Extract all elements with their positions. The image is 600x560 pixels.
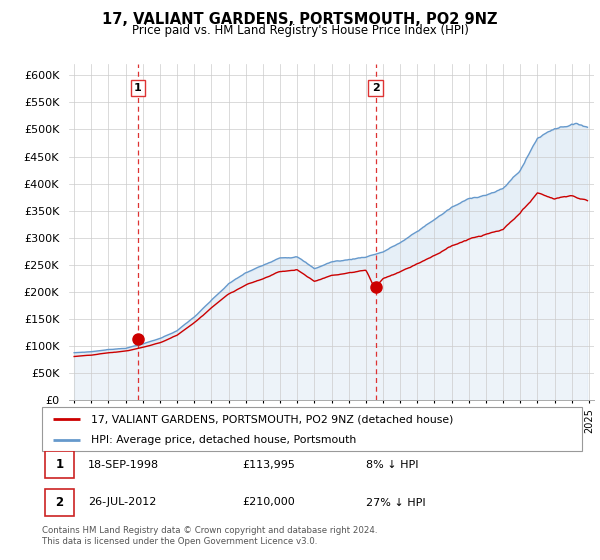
Text: 2: 2 — [372, 83, 379, 93]
Text: 8% ↓ HPI: 8% ↓ HPI — [366, 460, 419, 470]
Bar — [45, 451, 74, 478]
Text: 18-SEP-1998: 18-SEP-1998 — [88, 460, 159, 470]
Text: HPI: Average price, detached house, Portsmouth: HPI: Average price, detached house, Port… — [91, 435, 356, 445]
Text: Contains HM Land Registry data © Crown copyright and database right 2024.
This d: Contains HM Land Registry data © Crown c… — [42, 526, 377, 546]
Text: 1: 1 — [55, 458, 64, 471]
Text: 17, VALIANT GARDENS, PORTSMOUTH, PO2 9NZ (detached house): 17, VALIANT GARDENS, PORTSMOUTH, PO2 9NZ… — [91, 414, 453, 424]
Text: 17, VALIANT GARDENS, PORTSMOUTH, PO2 9NZ: 17, VALIANT GARDENS, PORTSMOUTH, PO2 9NZ — [102, 12, 498, 27]
Text: 1: 1 — [134, 83, 142, 93]
Text: £210,000: £210,000 — [242, 497, 295, 507]
Text: £113,995: £113,995 — [242, 460, 295, 470]
Text: 27% ↓ HPI: 27% ↓ HPI — [366, 497, 425, 507]
Text: Price paid vs. HM Land Registry's House Price Index (HPI): Price paid vs. HM Land Registry's House … — [131, 24, 469, 36]
Text: 26-JUL-2012: 26-JUL-2012 — [88, 497, 156, 507]
Bar — [45, 489, 74, 516]
Text: 2: 2 — [55, 496, 64, 509]
